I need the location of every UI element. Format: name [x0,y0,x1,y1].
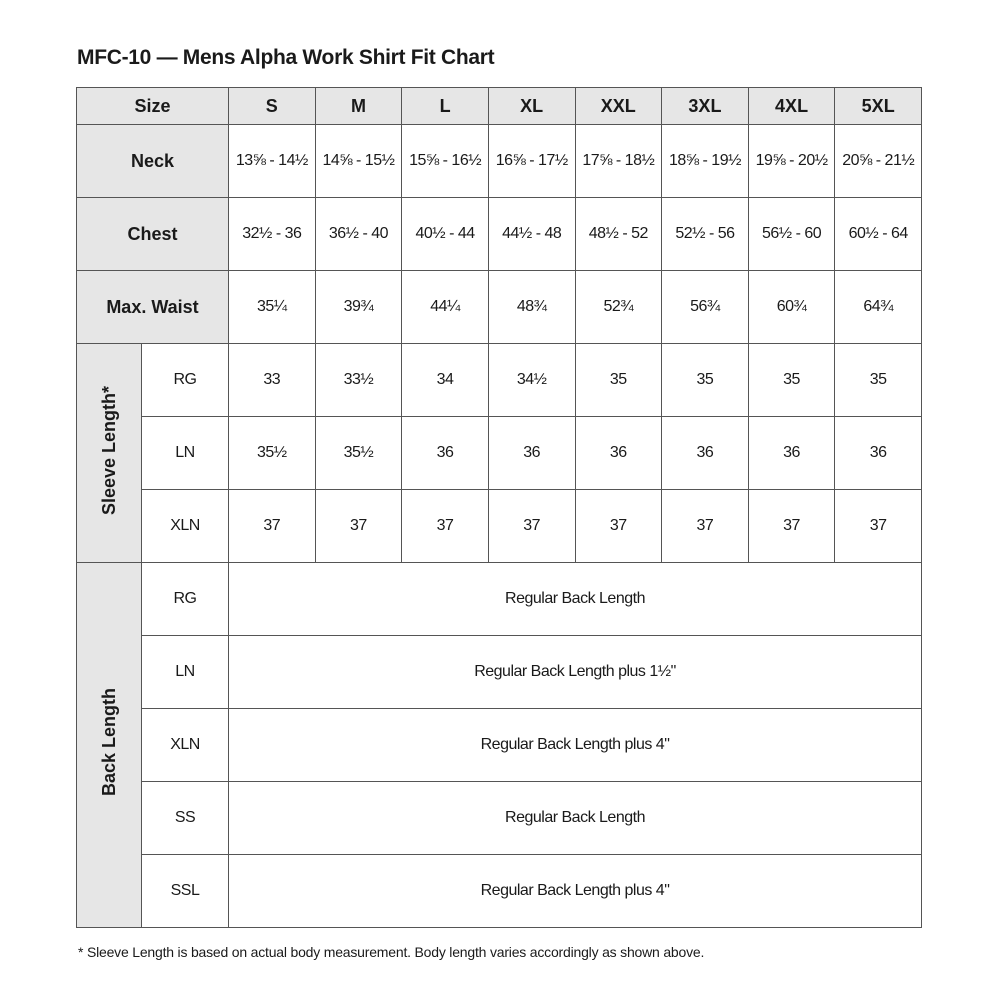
back-length-value: Regular Back Length [228,781,922,855]
measurement-cell: 44½ - 48 [487,197,576,271]
measurement-cell: 33½ [314,343,403,417]
measurement-cell: 52¾ [574,270,663,344]
measurement-cell: 35 [747,343,836,417]
measurement-cell: 60¾ [747,270,836,344]
sleeve-length-label: Sleeve Length* [98,385,119,516]
measurement-cell: 36 [834,416,922,490]
measurement-cell: 37 [487,489,576,563]
measurement-cell: 34½ [487,343,576,417]
back-length-value: Regular Back Length plus 1½" [228,635,922,709]
measurement-cell: 15⅝ - 16½ [401,124,489,198]
measurement-cell: 36 [401,416,489,490]
measurement-cell: 48¾ [487,270,576,344]
measurement-cell: 35 [834,343,922,417]
measurement-cell: 48½ - 52 [574,197,663,271]
measurement-cell: 56¾ [661,270,749,344]
back-sub-label: SSL [141,854,229,928]
back-length-group-label: Back Length [76,562,142,928]
size-column-header: 5XL [834,87,922,125]
back-length-value: Regular Back Length [228,562,922,636]
measurement-cell: 36 [574,416,663,490]
table-row: Max. Waist 35¼ 39¾ 44¼ 48¾ 52¾ 56¾ 60¾ 64¾ [76,270,922,344]
back-length-value: Regular Back Length plus 4" [228,854,922,928]
measurement-cell: 36½ - 40 [314,197,403,271]
measurement-cell: 32½ - 36 [228,197,316,271]
measurement-cell: 35½ [228,416,316,490]
measurement-cell: 44¼ [401,270,489,344]
page-title: MFC-10 — Mens Alpha Work Shirt Fit Chart [77,46,495,69]
row-label: Max. Waist [76,270,229,344]
measurement-cell: 40½ - 44 [401,197,489,271]
measurement-cell: 35¼ [228,270,316,344]
table-row: Chest 32½ - 36 36½ - 40 40½ - 44 44½ - 48 48½… [76,197,922,271]
sleeve-sub-label: RG [141,343,229,417]
measurement-cell: 35½ [314,416,403,490]
measurement-cell: 14⅝ - 15½ [314,124,403,198]
back-length-row: LN Regular Back Length plus 1½" [77,635,922,709]
size-column-header: XL [487,87,576,125]
measurement-cell: 33 [228,343,316,417]
sleeve-row: Sleeve Length* RG 33 33½ 34 34½ 35 35 35 35 [76,343,922,563]
row-label: Chest [76,197,229,271]
back-sub-label: RG [141,562,229,636]
header-row: Size S M L XL XXL 3XL 4XL 5XL [76,87,922,125]
measurement-cell: 60½ - 64 [834,197,922,271]
table-row: Neck 13⅝ - 14½ 14⅝ - 15½ 15⅝ - 16½ 16⅝ - 17½… [76,124,922,198]
measurement-cell: 19⅝ - 20½ [747,124,836,198]
footnote: * Sleeve Length is based on actual body … [78,944,705,960]
measurement-cell: 36 [487,416,576,490]
sleeve-row: LN 35½ 35½ 36 36 36 36 36 36 [77,416,922,490]
measurement-cell: 37 [401,489,489,563]
measurement-cell: 37 [834,489,922,563]
measurement-cell: 36 [661,416,749,490]
measurement-cell: 37 [747,489,836,563]
row-label: Neck [76,124,229,198]
measurement-cell: 18⅝ - 19½ [661,124,749,198]
measurement-cell: 16⅝ - 17½ [487,124,576,198]
size-column-header: 4XL [747,87,836,125]
measurement-cell: 35 [574,343,663,417]
measurement-cell: 13⅝ - 14½ [228,124,316,198]
size-column-header: M [314,87,403,125]
back-sub-label: SS [141,781,229,855]
measurement-cell: 37 [314,489,403,563]
sleeve-length-group-label: Sleeve Length* [76,343,142,563]
measurement-cell: 34 [401,343,489,417]
measurement-cell: 17⅝ - 18½ [574,124,663,198]
measurement-cell: 56½ - 60 [747,197,836,271]
measurement-cell: 35 [661,343,749,417]
back-length-value: Regular Back Length plus 4" [228,708,922,782]
sleeve-row: XLN 37 37 37 37 37 37 37 37 [77,489,922,563]
measurement-cell: 52½ - 56 [661,197,749,271]
size-column-header: XXL [574,87,663,125]
measurement-cell: 37 [661,489,749,563]
back-length-row: Back Length RG Regular Back Length [76,562,922,928]
sleeve-sub-label: XLN [141,489,229,563]
measurement-cell: 36 [747,416,836,490]
back-length-row: SS Regular Back Length [77,781,922,855]
measurement-cell: 37 [228,489,316,563]
back-length-label: Back Length [98,688,119,797]
back-length-row: XLN Regular Back Length plus 4" [77,708,922,782]
size-column-header: 3XL [661,87,749,125]
size-column-header: L [401,87,489,125]
size-header: Size [76,87,229,125]
fit-chart-table: Size S M L XL XXL 3XL 4XL 5XL Neck 13⅝ - 14½ 14⅝ - … [76,87,922,928]
measurement-cell: 39¾ [314,270,403,344]
measurement-cell: 64¾ [834,270,922,344]
size-column-header: S [228,87,316,125]
measurement-cell: 37 [574,489,663,563]
measurement-cell: 20⅝ - 21½ [834,124,922,198]
back-sub-label: LN [141,635,229,709]
sleeve-sub-label: LN [141,416,229,490]
back-sub-label: XLN [141,708,229,782]
back-length-row: SSL Regular Back Length plus 4" [77,854,922,928]
